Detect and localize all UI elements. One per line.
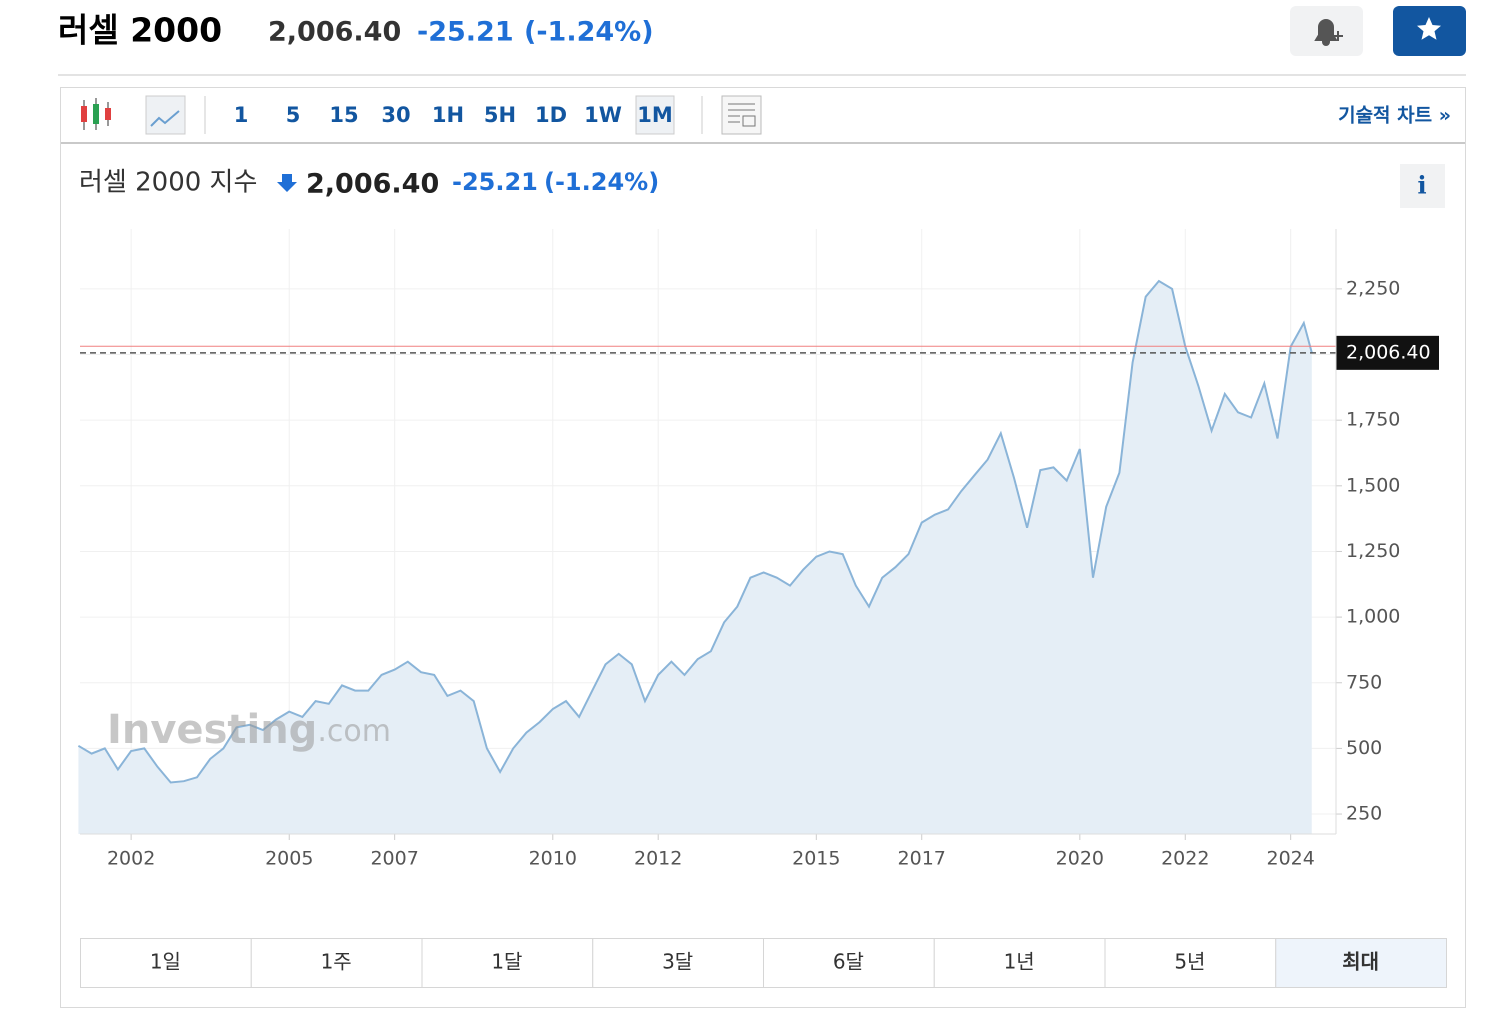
range-button[interactable] [933,938,1106,988]
line-glyph [150,110,180,127]
interval[interactable]: 1D [535,103,567,127]
area [78,281,1312,834]
x-tick-label: 2012 [634,848,682,870]
x-tick-label: 2007 [370,848,418,870]
last-price-label: 2,006.40 [1346,341,1431,363]
line [77,279,1313,784]
y-tick-label: 250 [1346,803,1382,825]
x-tick-label: 2015 [792,848,840,870]
range-label: 6달 [833,950,864,974]
range-button[interactable] [421,938,594,988]
range-button[interactable] [250,938,423,988]
interval[interactable]: 1W [584,103,622,127]
interval[interactable]: 15 [329,103,358,127]
chart-frame [60,87,1466,1008]
x-tick-label: 2002 [107,848,155,870]
bell-icon [1314,19,1343,46]
watermark-suffix: .com [317,714,391,749]
y-tick-label: 2,250 [1346,277,1400,299]
range-label: 1달 [491,950,522,974]
y-tick-label: 1,750 [1346,409,1400,431]
range-button[interactable] [1275,938,1447,988]
change-pct: (-1.24%) [524,17,654,48]
title: 러셀 2000 [58,11,222,50]
x-tick-label: 2005 [265,848,313,870]
chart-change-pct: (-1.24%) [544,168,659,196]
range-button[interactable] [80,938,252,988]
interval[interactable]: 5 [286,103,301,127]
last-price-box [1336,335,1439,370]
interval[interactable]: 1 [234,103,249,127]
range-label: 1일 [150,950,181,974]
interval[interactable]: 5H [484,103,516,127]
range-button[interactable] [1104,938,1277,988]
y-tick-label: 1,000 [1346,606,1400,628]
range-button[interactable] [763,938,935,988]
x-tick-label: 2017 [898,848,946,870]
technical-link[interactable]: 기술적 차트 » [1338,105,1451,127]
x-tick-label: 2022 [1161,848,1209,870]
range-label: 1년 [1004,950,1035,974]
chart-title: 러셀 2000 지수 [79,168,257,198]
watermark: Investing.com [107,707,391,753]
x-tick-label: 2024 [1266,848,1314,870]
y-tick-label: 500 [1346,737,1382,759]
x-tick-label: 2020 [1056,848,1104,870]
down-arrow [277,174,297,192]
range-label: 최대 [1342,950,1379,974]
range-label: 1주 [321,950,352,974]
range-label: 5년 [1174,950,1205,974]
watermark-name: Investing [107,707,317,753]
interval[interactable]: 30 [381,103,410,127]
change: -25.21 [417,17,514,48]
candle-icon[interactable] [81,98,111,130]
chart-price: 2,006.40 [306,169,439,200]
x-tick-label: 2010 [529,848,577,870]
interval[interactable]: 1H [432,103,464,127]
star-icon [1417,17,1441,40]
info-button[interactable] [1400,164,1445,208]
y-tick-label: 1,500 [1346,474,1400,496]
line-icon[interactable] [145,95,186,135]
interval-selected [635,95,675,135]
chart-change: -25.21 [452,168,538,196]
y-tick-label: 750 [1346,671,1382,693]
price: 2,006.40 [268,17,401,48]
range-label: 3달 [662,950,693,974]
interval[interactable]: 1M [637,103,673,127]
y-tick-label: 1,250 [1346,540,1400,562]
info-label: i [1417,171,1426,200]
table-icon[interactable] [721,95,762,135]
